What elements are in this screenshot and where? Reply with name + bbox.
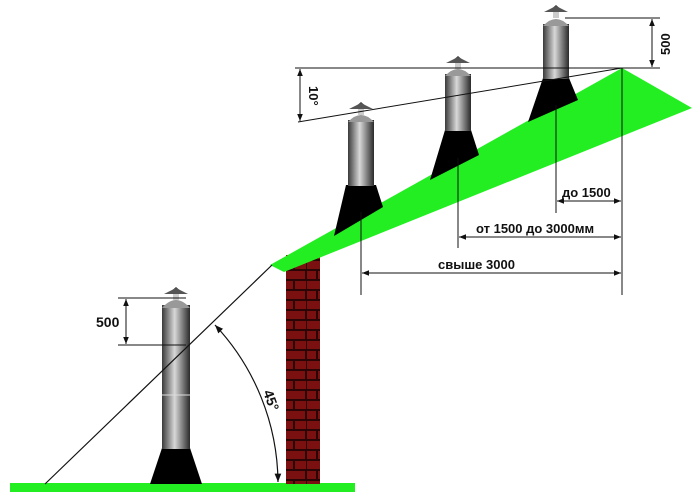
line-45: [44, 264, 273, 485]
chimney-1500-3000: [430, 56, 479, 180]
label-over-3000: свыше 3000: [438, 257, 515, 272]
label-upto-1500: до 1500: [562, 185, 611, 200]
label-angle-45: 45°: [260, 388, 282, 413]
label-top-height: 500: [658, 33, 673, 55]
chimney-upto-1500: [528, 5, 578, 122]
ground: [10, 483, 355, 492]
roof-slope: [270, 68, 692, 272]
arc-45: [214, 324, 282, 483]
label-angle-10: 10°: [306, 86, 321, 106]
brick-wall: [286, 255, 320, 484]
label-1500-3000: от 1500 до 3000мм: [476, 221, 594, 236]
chimney-flat-roof: [150, 287, 202, 484]
line-10deg: [297, 67, 623, 123]
label-left-height: 500: [96, 314, 120, 330]
chimney-over-3000: [334, 102, 383, 236]
